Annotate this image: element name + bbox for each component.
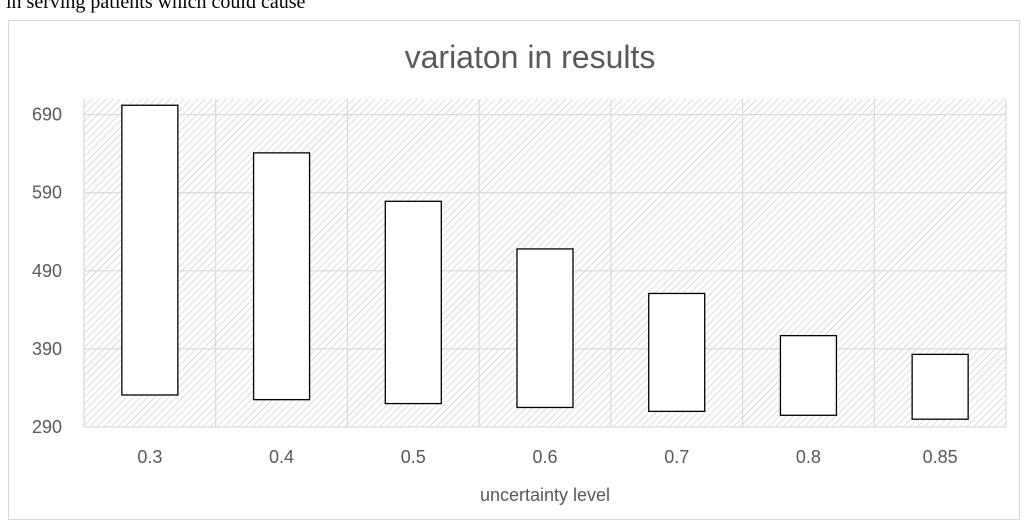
x-tick-label: 0.7 xyxy=(664,447,689,467)
chart-title: variaton in results xyxy=(405,39,656,75)
y-tick-label: 290 xyxy=(32,417,62,437)
bar xyxy=(911,353,969,420)
bars-layer xyxy=(121,104,969,420)
grid-layer xyxy=(83,99,1007,428)
x-tick-labels: 0.3 0.4 0.5 0.6 0.7 0.8 0.85 xyxy=(137,447,957,467)
bar xyxy=(384,200,442,405)
x-tick-label: 0.3 xyxy=(137,447,162,467)
y-tick-label: 690 xyxy=(32,105,62,125)
bar xyxy=(516,248,574,409)
x-tick-label: 0.8 xyxy=(796,447,821,467)
bar xyxy=(648,292,706,413)
y-tick-label: 590 xyxy=(32,183,62,203)
x-tick-label: 0.85 xyxy=(923,447,958,467)
bar xyxy=(779,334,838,416)
x-axis-label: uncertainty level xyxy=(480,485,610,505)
document-text-fragment: in serving patients which could cause xyxy=(6,0,306,13)
y-tick-labels: 290 390 490 590 690 xyxy=(32,105,62,437)
x-tick-label: 0.4 xyxy=(269,447,294,467)
bar xyxy=(121,104,179,396)
y-tick-label: 490 xyxy=(32,261,62,281)
y-tick-label: 390 xyxy=(32,339,62,359)
bar xyxy=(252,152,311,401)
x-tick-label: 0.6 xyxy=(532,447,557,467)
x-tick-label: 0.5 xyxy=(401,447,426,467)
